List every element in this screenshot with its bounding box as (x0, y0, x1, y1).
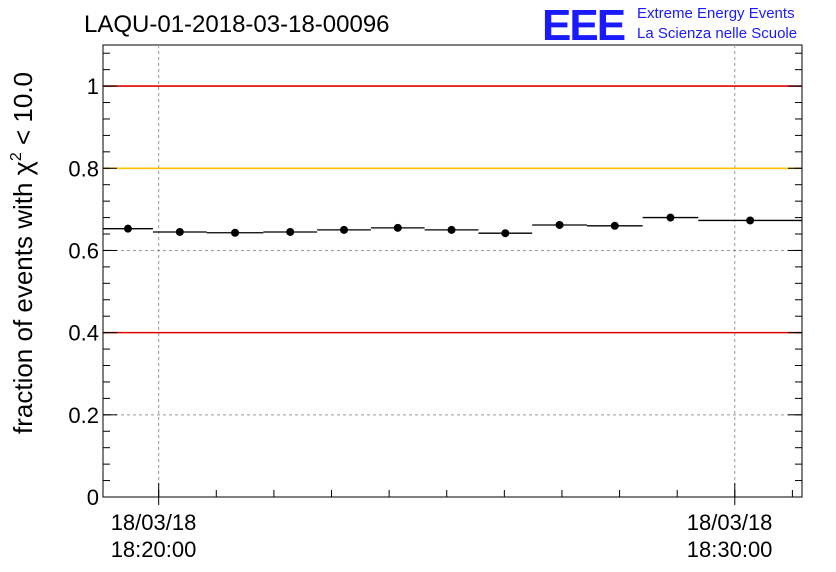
y-tick-label: 0 (87, 485, 99, 510)
data-point (152, 227, 207, 236)
y-tick-label: 0.4 (68, 321, 99, 346)
data-point (103, 224, 153, 233)
data-point-marker (610, 221, 619, 230)
y-axis-label-suffix: < 10.0 (8, 72, 38, 152)
data-point (424, 225, 479, 234)
data-point (532, 220, 587, 229)
y-tick-label: 0.6 (68, 238, 99, 263)
reference-lines (103, 85, 802, 334)
plot-frame (102, 44, 803, 498)
data-point (478, 229, 533, 238)
eee-logo-line1: Extreme Energy Events (637, 5, 795, 22)
chart-title: LAQU-01-2018-03-18-00096 (84, 11, 390, 38)
y-axis-label-exponent: 2 (8, 152, 25, 161)
y-tick-label: 0.8 (68, 156, 99, 181)
data-point-marker (447, 225, 456, 234)
grid-lines (103, 45, 802, 497)
x-tick-label-time: 18:20:00 (111, 537, 197, 562)
plot-area: 00.20.40.60.81 18/03/1818:20:0018/03/181… (68, 44, 803, 562)
y-tick-label: 1 (87, 74, 99, 99)
eee-logo-line2: La Scienza nelle Scuole (637, 25, 797, 42)
data-point-marker (175, 227, 184, 236)
x-tick-label-time: 18:30:00 (687, 537, 773, 562)
data-point-marker (123, 224, 132, 233)
eee-logo: EEE Extreme Energy Events La Scienza nel… (542, 1, 797, 50)
y-axis-label: fraction of events with χ2 < 10.0 (8, 72, 38, 434)
y-axis-label-symbol: χ (8, 161, 38, 175)
data-point-marker (746, 216, 755, 225)
data-point-marker (393, 223, 402, 232)
eee-logo-letters: EEE (542, 1, 625, 50)
data-point-marker (231, 228, 240, 237)
y-tick-label: 0.2 (68, 403, 99, 428)
data-point-marker (286, 227, 295, 236)
data-point (317, 225, 371, 234)
data-point-marker (340, 225, 349, 234)
data-point (263, 227, 318, 236)
data-point (642, 213, 699, 222)
data-points (103, 213, 802, 238)
data-point (206, 228, 264, 237)
data-point-marker (501, 229, 510, 238)
y-axis-label-prefix: fraction of events with (8, 175, 38, 434)
data-point-marker (555, 220, 564, 229)
data-point (370, 223, 425, 232)
x-tick-label-date: 18/03/18 (111, 510, 197, 535)
y-axis: 0 0.2 0.4 0.6 0.8 1 (68, 52, 802, 510)
data-point (586, 221, 643, 230)
data-point-marker (666, 213, 675, 222)
data-point (698, 216, 802, 225)
x-tick-label-date: 18/03/18 (687, 510, 773, 535)
